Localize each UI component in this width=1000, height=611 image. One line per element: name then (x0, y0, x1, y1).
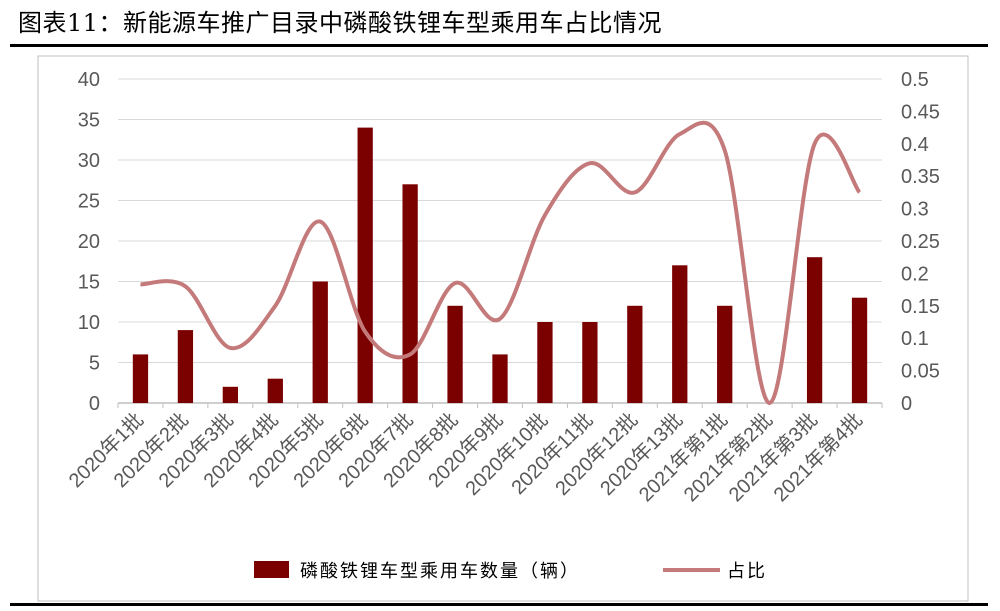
bar (357, 127, 373, 403)
legend-line-label: 占比 (727, 561, 767, 582)
legend: 磷酸铁锂车型乘用车数量（辆） 占比 (254, 561, 767, 582)
title-rule (10, 44, 988, 47)
right-tick-label: 0.4 (901, 134, 929, 156)
bar (447, 305, 463, 403)
left-axis: 0 5 10 15 20 25 30 35 40 (78, 69, 100, 415)
x-axis: 2020年1批2020年2批2020年3批2020年4批2020年5批2020年… (64, 403, 883, 506)
bar (222, 386, 238, 403)
bar (672, 265, 688, 403)
bar (627, 305, 643, 403)
legend-bar-label: 磷酸铁锂车型乘用车数量（辆） (300, 561, 580, 582)
right-tick-label: 0.1 (901, 328, 929, 350)
bar (132, 354, 149, 403)
bar (806, 257, 823, 403)
bar (492, 354, 508, 403)
bar (177, 330, 194, 403)
right-axis: 0 0.05 0.1 0.15 0.2 0.25 0.3 0.35 0.4 0.45 0.5 (901, 69, 940, 415)
bar (312, 281, 328, 403)
chart-frame (37, 55, 969, 602)
bar (582, 322, 598, 403)
right-tick-label: 0.45 (901, 101, 940, 123)
bar (267, 378, 283, 403)
right-tick-label: 0.2 (901, 263, 929, 285)
bar (537, 322, 553, 403)
bar (402, 184, 418, 403)
left-tick-label: 30 (78, 150, 100, 172)
left-tick-label: 25 (78, 191, 100, 213)
ratio-line (140, 120, 862, 406)
bottom-rule (10, 603, 988, 606)
right-tick-label: 0.05 (901, 361, 940, 383)
left-tick-label: 0 (89, 393, 100, 415)
right-tick-label: 0.3 (901, 199, 929, 221)
left-tick-label: 20 (78, 231, 100, 253)
left-tick-label: 35 (78, 110, 100, 132)
bar (717, 305, 733, 403)
right-tick-label: 0.35 (901, 166, 940, 188)
figure-title: 图表11：新能源车推广目录中磷酸铁锂车型乘用车占比情况 (18, 9, 663, 37)
right-tick-label: 0.15 (901, 296, 940, 318)
left-tick-label: 40 (78, 69, 100, 91)
right-tick-label: 0 (901, 393, 912, 415)
legend-bar-swatch (254, 561, 289, 578)
left-tick-label: 5 (89, 353, 100, 375)
left-tick-label: 15 (78, 272, 100, 294)
line-series (140, 120, 862, 406)
right-tick-label: 0.25 (901, 231, 940, 253)
right-tick-label: 0.5 (901, 69, 929, 91)
left-tick-label: 10 (78, 312, 100, 334)
bar (851, 297, 868, 403)
